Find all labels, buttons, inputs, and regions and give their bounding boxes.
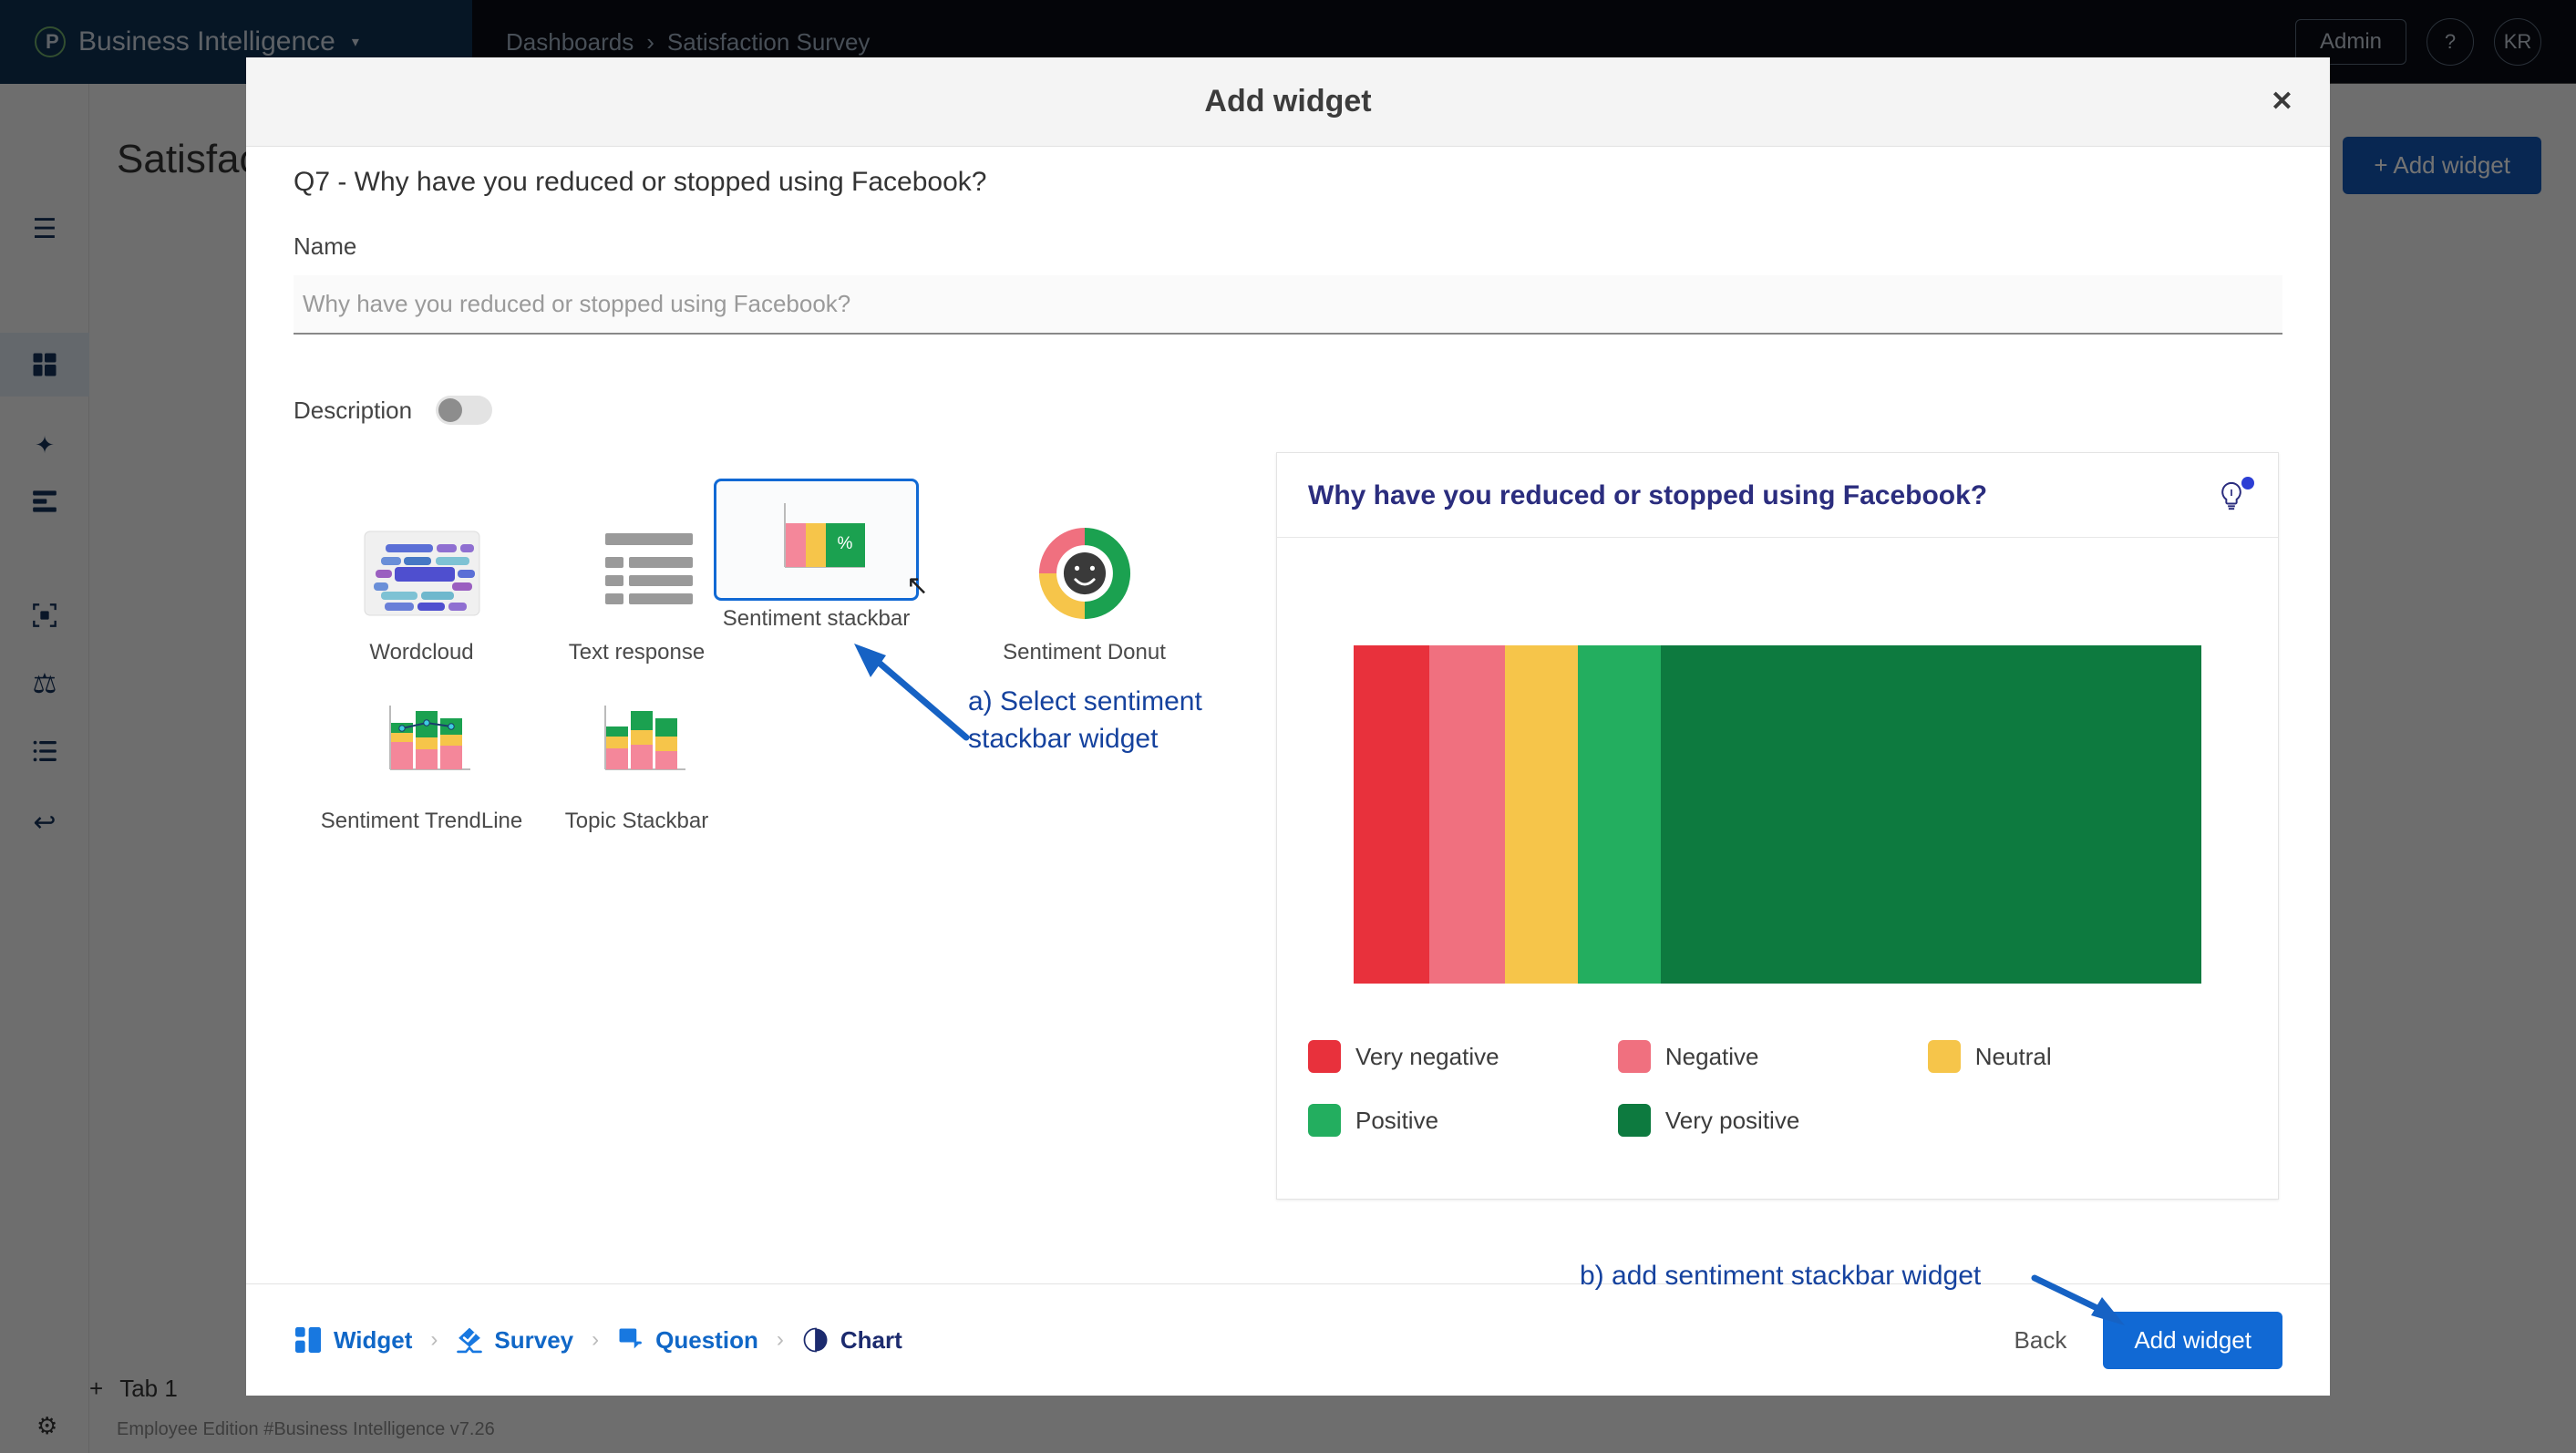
svg-text:%: % [837,534,852,553]
